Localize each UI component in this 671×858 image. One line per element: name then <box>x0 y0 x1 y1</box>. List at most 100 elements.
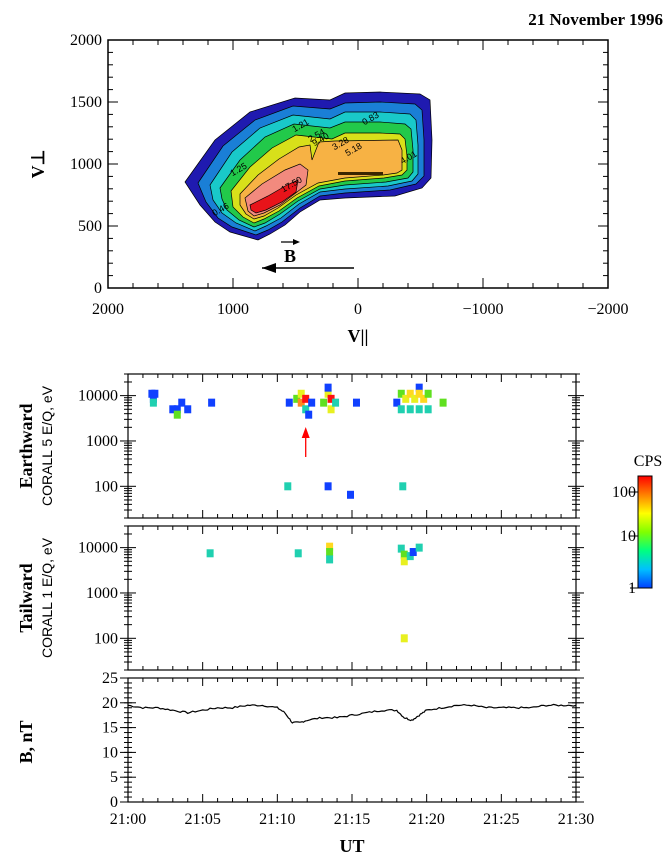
ut-label: UT <box>339 836 364 856</box>
contour-xlabel: V|| <box>348 326 369 346</box>
field-ytick-label: 10 <box>102 744 118 761</box>
data-point <box>406 405 414 414</box>
data-point <box>302 394 310 403</box>
colorbar-tick-label: 100 <box>612 484 636 501</box>
data-point <box>415 383 423 392</box>
data-point <box>402 394 410 403</box>
data-point <box>151 389 159 398</box>
contour-xtick-label: −1000 <box>462 301 503 318</box>
field-panel: 0 5 10 15 20 25 21:00 21:05 21:10 21:15 21:20 21:25… <box>16 670 594 856</box>
data-point <box>173 410 181 419</box>
field-xtick-label: 21:00 <box>110 811 146 828</box>
data-point <box>326 555 334 564</box>
data-point <box>184 405 192 414</box>
field-xtick-label: 21:20 <box>408 811 444 828</box>
tailward-points <box>206 542 423 643</box>
contour-ylabel: V⊥ <box>28 150 48 179</box>
red-arrow-head <box>301 426 310 438</box>
b-vector-head <box>293 239 300 245</box>
data-point <box>406 389 414 398</box>
data-point <box>424 389 432 398</box>
data-point <box>169 405 177 414</box>
ytick-label: 10000 <box>78 388 118 405</box>
contour-ytick-label: 2000 <box>70 32 102 49</box>
field-xtick-label: 21:30 <box>558 811 594 828</box>
earthward-points <box>148 383 447 499</box>
field-xtick-label: 21:15 <box>334 811 370 828</box>
contour-xtick-label: 0 <box>354 301 362 318</box>
data-point <box>297 398 305 407</box>
colorbar-ticks: 100 10 1 <box>612 484 638 597</box>
colorbar-tick-label: 10 <box>620 528 636 545</box>
data-point <box>439 398 447 407</box>
data-point <box>347 490 355 499</box>
data-point <box>406 552 414 561</box>
contour-ytick-label: 1500 <box>70 94 102 111</box>
contour-xtick-label: 2000 <box>92 301 124 318</box>
ytick-label: 1000 <box>86 585 118 602</box>
field-ytick-label: 25 <box>102 670 118 687</box>
data-point <box>326 542 334 551</box>
contour-ticks: 2000 1000 0 −1000 −2000 0 500 1000 1500 2000 <box>70 32 629 318</box>
data-point <box>305 410 313 419</box>
data-point <box>415 543 423 552</box>
data-point <box>293 394 301 403</box>
contour-ytick-label: 0 <box>94 280 102 297</box>
b-label: B <box>284 246 296 266</box>
data-point <box>294 549 302 558</box>
data-point <box>393 398 401 407</box>
earthward-ticks: 100 1000 10000 <box>78 373 584 519</box>
data-point <box>399 482 407 491</box>
field-ytick-label: 20 <box>102 695 118 712</box>
data-point <box>397 405 405 414</box>
data-point <box>400 557 408 566</box>
b-arrow-head <box>262 263 276 273</box>
ytick-label: 10000 <box>78 540 118 557</box>
ytick-label: 100 <box>94 478 118 495</box>
field-ytick-label: 15 <box>102 720 118 737</box>
data-point <box>302 405 310 414</box>
field-frame <box>127 677 577 803</box>
earthward-panel: 100 1000 10000 Earthward CORALL 5 E/Q, eV <box>16 373 584 519</box>
contour-feature <box>338 172 383 175</box>
contour-xtick-label: −2000 <box>587 301 628 318</box>
data-point <box>173 405 181 414</box>
tailward-label: Tailward <box>16 563 36 632</box>
colorbar: CPS 100 10 1 <box>612 453 662 597</box>
data-point <box>409 548 417 557</box>
data-point <box>284 482 292 491</box>
field-ticks: 0 5 10 15 20 25 21:00 21:05 21:10 21:15 21:20 21:25… <box>102 670 594 828</box>
data-point <box>206 549 214 558</box>
date-label: 21 November 1996 <box>528 10 663 29</box>
data-point <box>400 550 408 559</box>
colorbar-gradient <box>637 475 653 589</box>
data-point <box>308 398 316 407</box>
data-point <box>415 405 423 414</box>
colorbar-label: CPS <box>634 453 662 470</box>
red-arrow <box>301 426 310 457</box>
ytick-label: 1000 <box>86 433 118 450</box>
data-point <box>400 634 408 643</box>
data-point <box>285 398 293 407</box>
data-point <box>352 398 360 407</box>
data-point <box>332 398 340 407</box>
data-point <box>411 394 419 403</box>
tailward-panel: 100 1000 10000 Tailward CORALL 1 E/Q, eV <box>16 525 584 671</box>
data-point <box>327 394 335 403</box>
data-point <box>178 398 186 407</box>
data-point <box>320 398 328 407</box>
tailward-sublabel: CORALL 1 E/Q, eV <box>39 537 55 658</box>
earthward-sublabel: CORALL 5 E/Q, eV <box>39 385 55 506</box>
data-point <box>326 548 334 557</box>
field-ytick-label: 0 <box>110 794 118 811</box>
ytick-label: 100 <box>94 630 118 647</box>
earthward-label: Earthward <box>16 404 36 489</box>
field-xtick-label: 21:10 <box>259 811 295 828</box>
data-point <box>397 544 405 553</box>
data-point <box>208 398 216 407</box>
field-xtick-label: 21:05 <box>184 811 220 828</box>
data-point <box>327 405 335 414</box>
data-point <box>324 389 332 398</box>
field-ylabel: B, nT <box>16 720 36 763</box>
